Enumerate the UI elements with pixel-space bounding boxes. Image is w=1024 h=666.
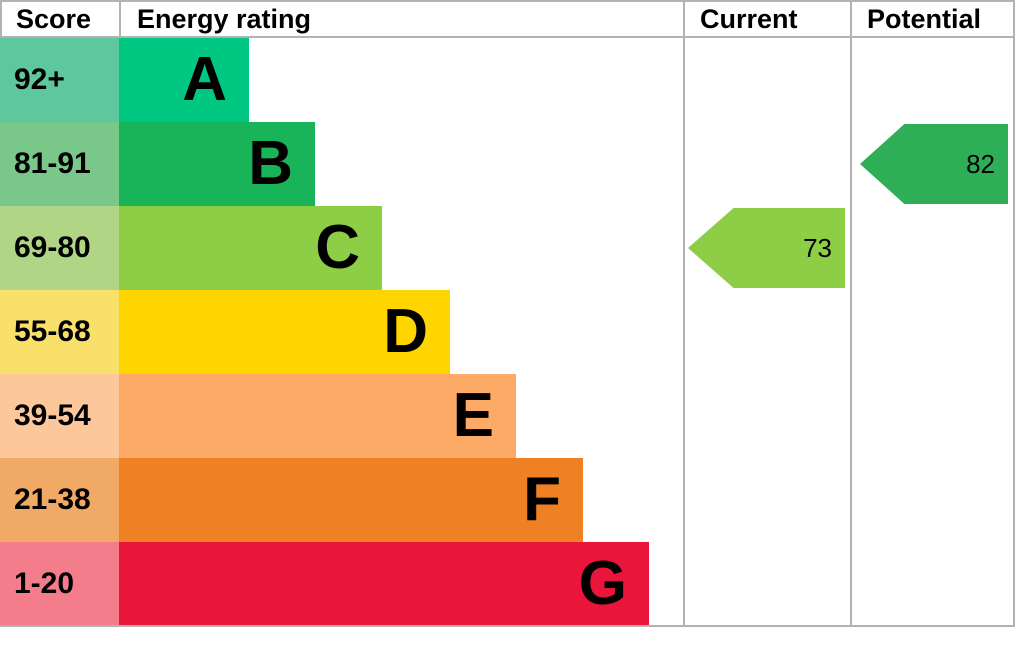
band-row-a: 92+ A <box>0 38 683 122</box>
band-letter: F <box>523 465 561 534</box>
band-bar-e: E <box>119 374 516 458</box>
band-row-c: 69-80 C <box>0 206 683 290</box>
score-range-label: 69-80 <box>0 206 119 290</box>
table-bottom-border <box>0 625 1015 627</box>
score-range-label: 81-91 <box>0 122 119 206</box>
current-rating-arrow: 73 <box>688 208 845 288</box>
header-potential: Potential <box>850 0 1015 38</box>
score-range-label: 1-20 <box>0 542 119 626</box>
band-bar-d: D <box>119 290 450 374</box>
current-column-divider <box>683 0 685 626</box>
score-range-label: 21-38 <box>0 458 119 542</box>
band-bar-a: A <box>119 38 249 122</box>
potential-rating-value: 82 <box>966 149 995 179</box>
band-row-g: 1-20 G <box>0 542 683 626</box>
table-right-border <box>1013 0 1015 626</box>
band-letter: B <box>248 129 293 198</box>
band-letter: C <box>315 213 360 282</box>
band-letter: G <box>578 549 627 618</box>
band-row-e: 39-54 E <box>0 374 683 458</box>
header-score: Score <box>0 0 119 38</box>
score-range-label: 92+ <box>0 38 119 122</box>
band-row-b: 81-91 B <box>0 122 683 206</box>
score-range-label: 55-68 <box>0 290 119 374</box>
band-row-d: 55-68 D <box>0 290 683 374</box>
current-rating-value: 73 <box>803 233 832 263</box>
band-bar-b: B <box>119 122 315 206</box>
band-bar-g: G <box>119 542 649 626</box>
potential-column-divider <box>850 0 852 626</box>
band-letter: A <box>182 45 227 114</box>
header-current: Current <box>683 0 850 38</box>
score-range-label: 39-54 <box>0 374 119 458</box>
band-letter: D <box>383 297 428 366</box>
band-bar-c: C <box>119 206 382 290</box>
band-letter: E <box>452 381 494 450</box>
band-bar-f: F <box>119 458 583 542</box>
potential-rating-arrow: 82 <box>860 124 1008 204</box>
band-row-f: 21-38 F <box>0 458 683 542</box>
header-energy-rating: Energy rating <box>119 0 683 38</box>
